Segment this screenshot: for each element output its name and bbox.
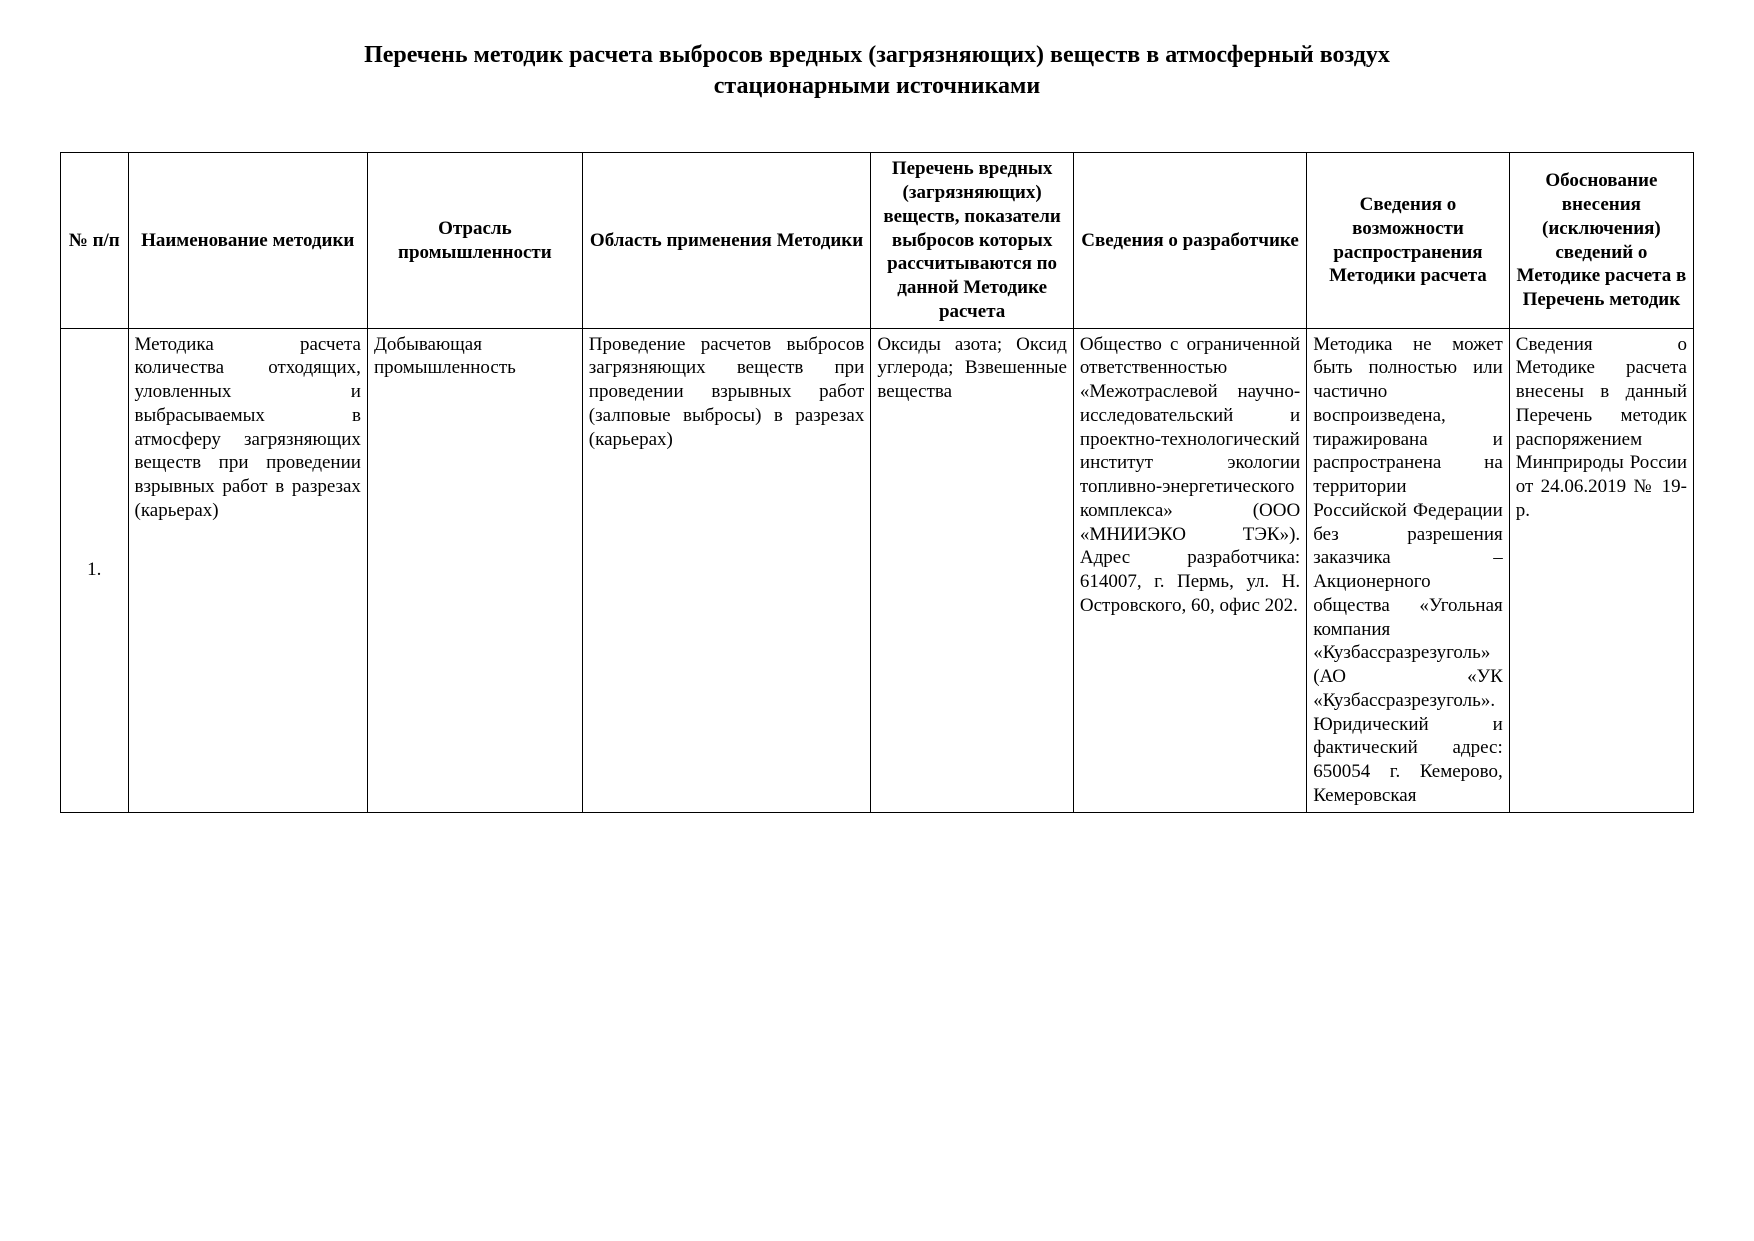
table-header-row: № п/п Наименование методики Отрасль пром… (61, 153, 1694, 328)
header-name: Наименование методики (128, 153, 367, 328)
header-justification: Обоснование внесения (исключения) сведен… (1509, 153, 1693, 328)
title-line-2: стационарными источниками (714, 73, 1040, 99)
cell-justification: Сведения о Методике расчета внесены в да… (1509, 328, 1693, 812)
cell-scope: Проведение расчетов выбросов загрязняющи… (582, 328, 871, 812)
cell-name: Методика расчета количества отходящих, у… (128, 328, 367, 812)
cell-distribution: Методика не может быть полностью или час… (1307, 328, 1510, 812)
cell-substances: Оксиды азота; Оксид углерода; Взвешенные… (871, 328, 1074, 812)
table-row: 1. Методика расчета количества отходящих… (61, 328, 1694, 812)
header-distribution: Сведения о возможности распространения М… (1307, 153, 1510, 328)
title-line-1: Перечень методик расчета выбросов вредны… (364, 42, 1390, 68)
header-substances: Перечень вредных (загрязняющих) веществ,… (871, 153, 1074, 328)
methods-table: № п/п Наименование методики Отрасль пром… (60, 152, 1694, 812)
cell-industry: Добывающая промышленность (367, 328, 582, 812)
cell-num: 1. (61, 328, 129, 812)
header-industry: Отрасль промышленности (367, 153, 582, 328)
header-developer: Сведения о разработчике (1073, 153, 1306, 328)
document-title: Перечень методик расчета выбросов вредны… (60, 40, 1694, 102)
header-scope: Область применения Методики (582, 153, 871, 328)
cell-developer: Общество с ограниченной ответственностью… (1073, 328, 1306, 812)
header-num: № п/п (61, 153, 129, 328)
